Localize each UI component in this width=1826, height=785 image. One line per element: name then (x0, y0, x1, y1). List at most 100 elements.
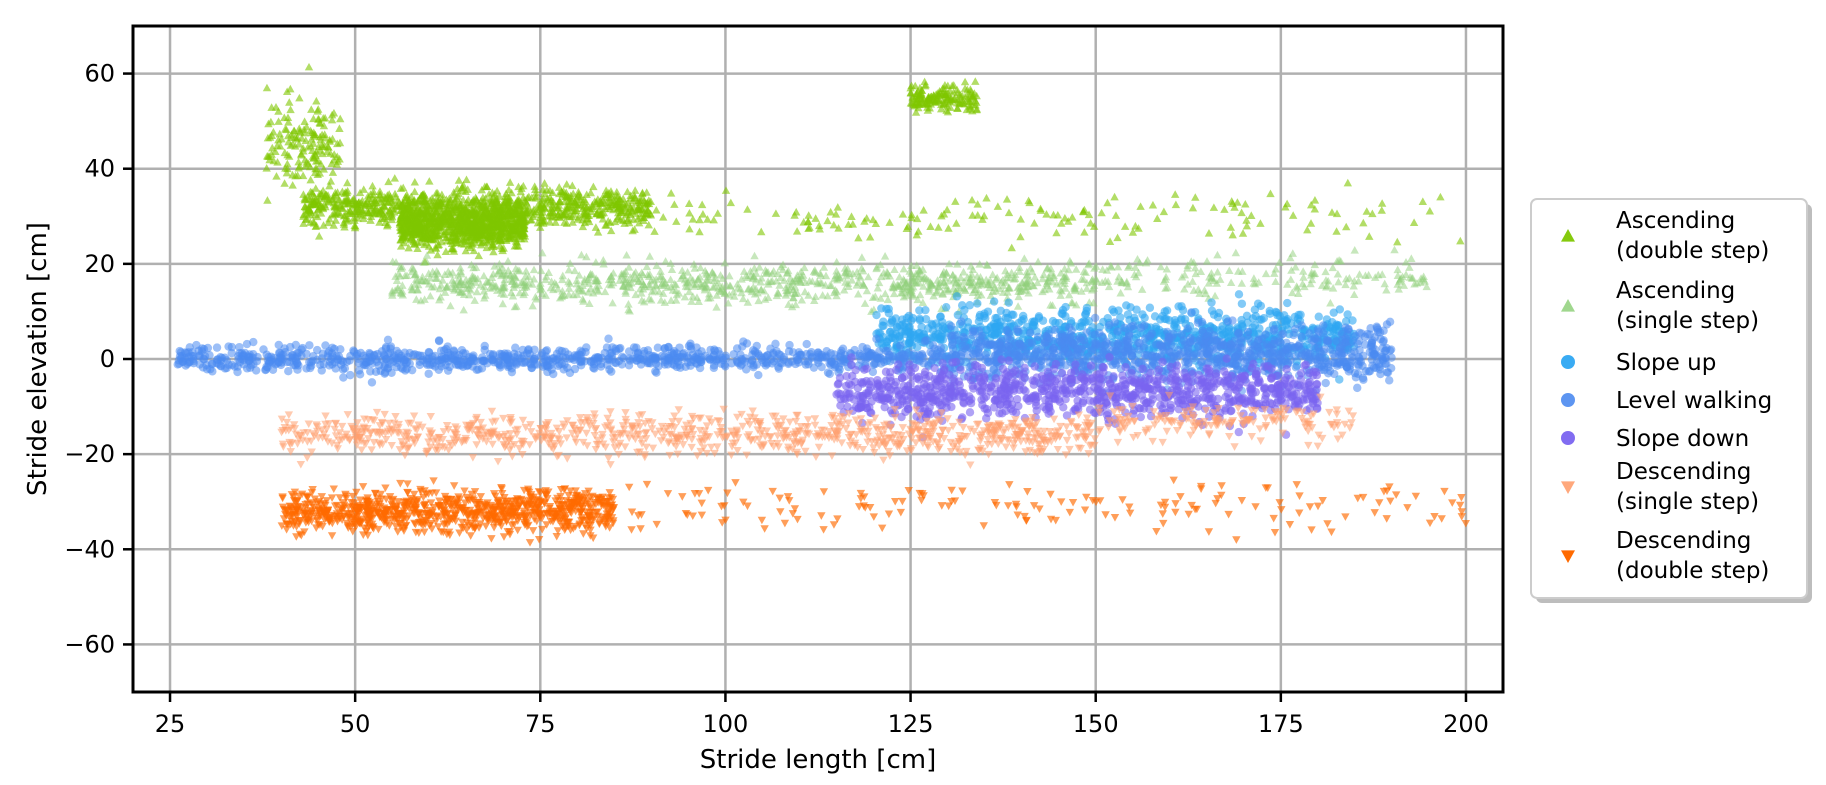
data-point (1377, 206, 1386, 214)
data-point (1116, 288, 1125, 297)
data-point (537, 266, 546, 275)
data-point (890, 265, 899, 274)
data-point (506, 214, 516, 222)
data-point (875, 347, 884, 356)
data-point (568, 218, 577, 226)
data-point (475, 234, 485, 242)
data-point (364, 209, 374, 217)
data-point (330, 203, 339, 211)
data-point (343, 216, 352, 225)
data-point (274, 340, 283, 350)
data-point (633, 214, 643, 222)
data-point (1303, 225, 1312, 234)
data-point (653, 343, 663, 352)
data-point (313, 212, 322, 221)
data-point (1393, 237, 1402, 246)
data-point (285, 98, 294, 106)
data-point (536, 223, 545, 231)
data-point (1016, 215, 1025, 223)
data-point (272, 172, 281, 180)
data-point (343, 194, 353, 203)
data-point (325, 214, 334, 223)
data-point (516, 187, 525, 196)
data-point (623, 187, 632, 196)
data-point (732, 344, 742, 353)
data-point (580, 209, 590, 218)
data-point (570, 266, 579, 275)
data-point (625, 218, 634, 227)
data-point (860, 299, 870, 307)
data-point (368, 181, 377, 190)
data-point (639, 213, 649, 222)
data-point (1355, 270, 1364, 278)
data-point (881, 289, 890, 298)
data-point (569, 210, 578, 218)
data-point (599, 208, 609, 217)
data-point (349, 194, 358, 202)
data-point (661, 257, 670, 265)
data-point (920, 337, 930, 346)
data-point (591, 258, 601, 266)
data-point (596, 199, 605, 207)
data-point (626, 191, 635, 200)
data-point (352, 200, 362, 209)
data-point (1138, 310, 1147, 319)
data-point (343, 178, 352, 187)
data-point (557, 209, 567, 218)
data-point (754, 296, 763, 305)
data-point (410, 178, 420, 186)
data-point (523, 193, 532, 202)
data-point (313, 345, 322, 355)
data-point (331, 364, 340, 373)
data-point (1165, 316, 1174, 325)
data-point (235, 357, 245, 367)
data-point (1331, 324, 1340, 333)
data-point (1390, 245, 1399, 254)
data-point (1266, 189, 1275, 198)
data-point (346, 370, 355, 380)
data-point (548, 200, 557, 209)
data-point (1161, 272, 1171, 281)
data-point (1271, 264, 1280, 273)
data-point (331, 209, 340, 218)
data-point (652, 205, 661, 214)
data-point (1436, 192, 1445, 201)
data-point (422, 238, 431, 247)
data-point (990, 330, 999, 339)
data-point (815, 221, 824, 230)
data-point (351, 207, 360, 216)
data-point (754, 370, 763, 380)
data-point (645, 252, 655, 260)
data-point (934, 223, 943, 231)
data-point (1153, 214, 1162, 222)
data-point (428, 197, 437, 205)
data-point (1348, 316, 1357, 325)
data-point (878, 321, 887, 330)
data-point (377, 194, 386, 202)
data-point (459, 305, 468, 314)
data-point (1425, 206, 1435, 215)
data-point (631, 268, 640, 276)
data-point (993, 202, 1003, 210)
data-point (1036, 204, 1045, 213)
data-point (367, 194, 377, 203)
data-point (426, 246, 436, 254)
data-point (589, 182, 598, 191)
data-point (511, 343, 520, 352)
data-point (989, 297, 999, 306)
data-point (359, 185, 368, 193)
data-point (638, 188, 647, 197)
data-point (447, 222, 457, 230)
data-point (624, 361, 634, 370)
data-point (811, 214, 820, 222)
data-point (514, 182, 523, 191)
data-point (973, 299, 982, 308)
data-point (991, 313, 1000, 323)
data-point (329, 198, 339, 207)
data-point (720, 258, 730, 267)
data-point (1082, 306, 1091, 316)
data-point (505, 178, 515, 186)
data-point (338, 187, 347, 196)
data-point (957, 301, 967, 310)
data-point (375, 187, 385, 195)
